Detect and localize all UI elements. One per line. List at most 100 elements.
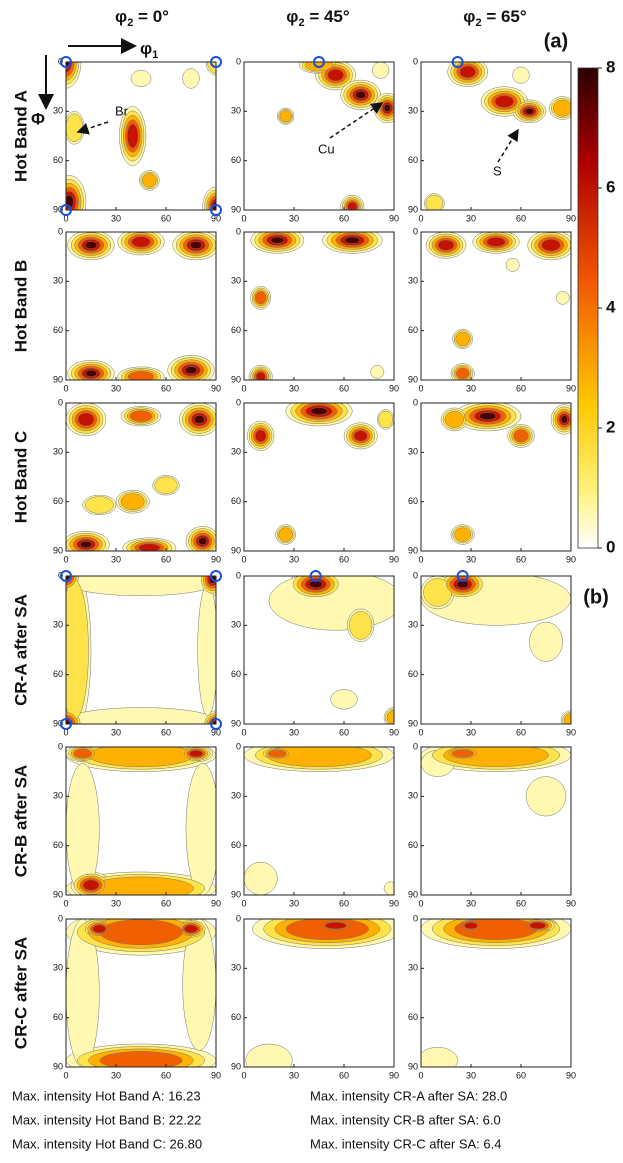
y-tick-label: 60 <box>408 155 418 165</box>
row-label: CR-B after SA <box>11 765 30 877</box>
plot-frame <box>65 61 217 211</box>
y-tick-label: 60 <box>408 840 418 850</box>
x-tick-label: 0 <box>241 1070 246 1080</box>
x-tick-label: 30 <box>111 898 121 908</box>
contour <box>451 749 474 758</box>
contour <box>130 69 152 87</box>
orientation-marker <box>451 56 464 68</box>
contour <box>541 238 561 252</box>
y-tick-label: 30 <box>231 106 241 116</box>
contour <box>454 527 472 542</box>
x-tick-label: 60 <box>516 383 526 393</box>
x-tick-label: 90 <box>389 1070 399 1080</box>
y-tick-label: 60 <box>53 496 63 506</box>
contour <box>560 415 568 424</box>
x-tick-label: 30 <box>289 1070 299 1080</box>
y-tick-label: 90 <box>408 374 418 384</box>
x-tick-label: 30 <box>111 727 121 737</box>
x-tick-label: 30 <box>111 213 121 223</box>
contour <box>278 527 293 542</box>
contour <box>355 90 366 99</box>
x-tick-label: 30 <box>466 1070 476 1080</box>
x-tick-label: 30 <box>289 554 299 564</box>
plot-frame <box>243 918 395 1068</box>
column-header: φ2 = 65° <box>463 7 527 28</box>
x-tick-label: 30 <box>111 1070 121 1080</box>
row-label: Hot Band B <box>11 260 30 353</box>
contour <box>66 707 216 724</box>
x-tick-label: 90 <box>211 383 221 393</box>
x-tick-label: 60 <box>161 383 171 393</box>
x-tick-label: 90 <box>389 727 399 737</box>
y-tick-label: 0 <box>236 570 241 580</box>
x-tick-label: 90 <box>211 1070 221 1080</box>
x-tick-label: 0 <box>418 554 423 564</box>
contour <box>99 1051 183 1067</box>
x-tick-label: 60 <box>161 1070 171 1080</box>
x-tick-label: 60 <box>161 727 171 737</box>
x-tick-label: 0 <box>241 727 246 737</box>
contour <box>459 65 476 79</box>
contour-map <box>421 576 571 724</box>
contour-map <box>245 919 394 1067</box>
x-tick-label: 0 <box>63 1070 68 1080</box>
contour-map <box>66 403 216 551</box>
row-label: Hot Band A <box>11 90 30 182</box>
x-tick-label: 90 <box>566 554 576 564</box>
contour-map <box>67 232 216 380</box>
contour <box>370 364 385 379</box>
contour <box>66 763 100 895</box>
contour <box>383 104 391 112</box>
contour <box>66 719 71 724</box>
contour <box>378 410 393 429</box>
contour <box>270 236 285 244</box>
x-tick-label: 30 <box>466 213 476 223</box>
contour <box>386 710 394 724</box>
x-tick-label: 30 <box>289 383 299 393</box>
contour <box>127 371 155 380</box>
y-tick-label: 60 <box>231 496 241 506</box>
x-tick-label: 0 <box>418 213 423 223</box>
orientation-marker <box>456 570 469 582</box>
x-tick-label: 60 <box>339 727 349 737</box>
contour <box>324 922 347 930</box>
annotation: S <box>493 163 502 178</box>
y-tick-label: 30 <box>53 106 63 116</box>
contour <box>142 173 157 188</box>
y-tick-label: 30 <box>53 276 63 286</box>
x-tick-label: 30 <box>289 213 299 223</box>
annotation-arrow <box>497 128 519 163</box>
orientation-marker <box>60 204 72 216</box>
orientation-marker <box>60 570 72 582</box>
x-tick-label: 60 <box>339 554 349 564</box>
contour <box>437 239 455 251</box>
contour <box>185 763 216 895</box>
y-tick-label: 90 <box>53 889 63 899</box>
contour <box>525 776 567 817</box>
y-tick-label: 0 <box>236 913 241 923</box>
plot-background <box>244 232 394 380</box>
plot-frame <box>65 575 217 725</box>
y-tick-label: 60 <box>53 325 63 335</box>
plot-frame <box>243 61 395 211</box>
y-tick-label: 30 <box>408 620 418 630</box>
contour <box>353 430 368 442</box>
x-tick-label: 0 <box>63 213 68 223</box>
x-tick-label: 30 <box>111 554 121 564</box>
y-tick-label: 90 <box>231 545 241 555</box>
contour <box>524 108 534 115</box>
contour <box>84 496 114 514</box>
plot-frame <box>65 746 217 896</box>
orientation-marker <box>60 56 72 68</box>
y-tick-label: 60 <box>231 669 241 679</box>
contour-map <box>244 747 394 895</box>
y-tick-label: 0 <box>413 570 418 580</box>
y-tick-label: 90 <box>53 204 63 214</box>
contour <box>254 291 267 305</box>
y-tick-label: 30 <box>231 791 241 801</box>
contour <box>555 290 570 305</box>
x-tick-label: 90 <box>211 554 221 564</box>
y-tick-label: 60 <box>53 155 63 165</box>
contour <box>349 611 373 640</box>
